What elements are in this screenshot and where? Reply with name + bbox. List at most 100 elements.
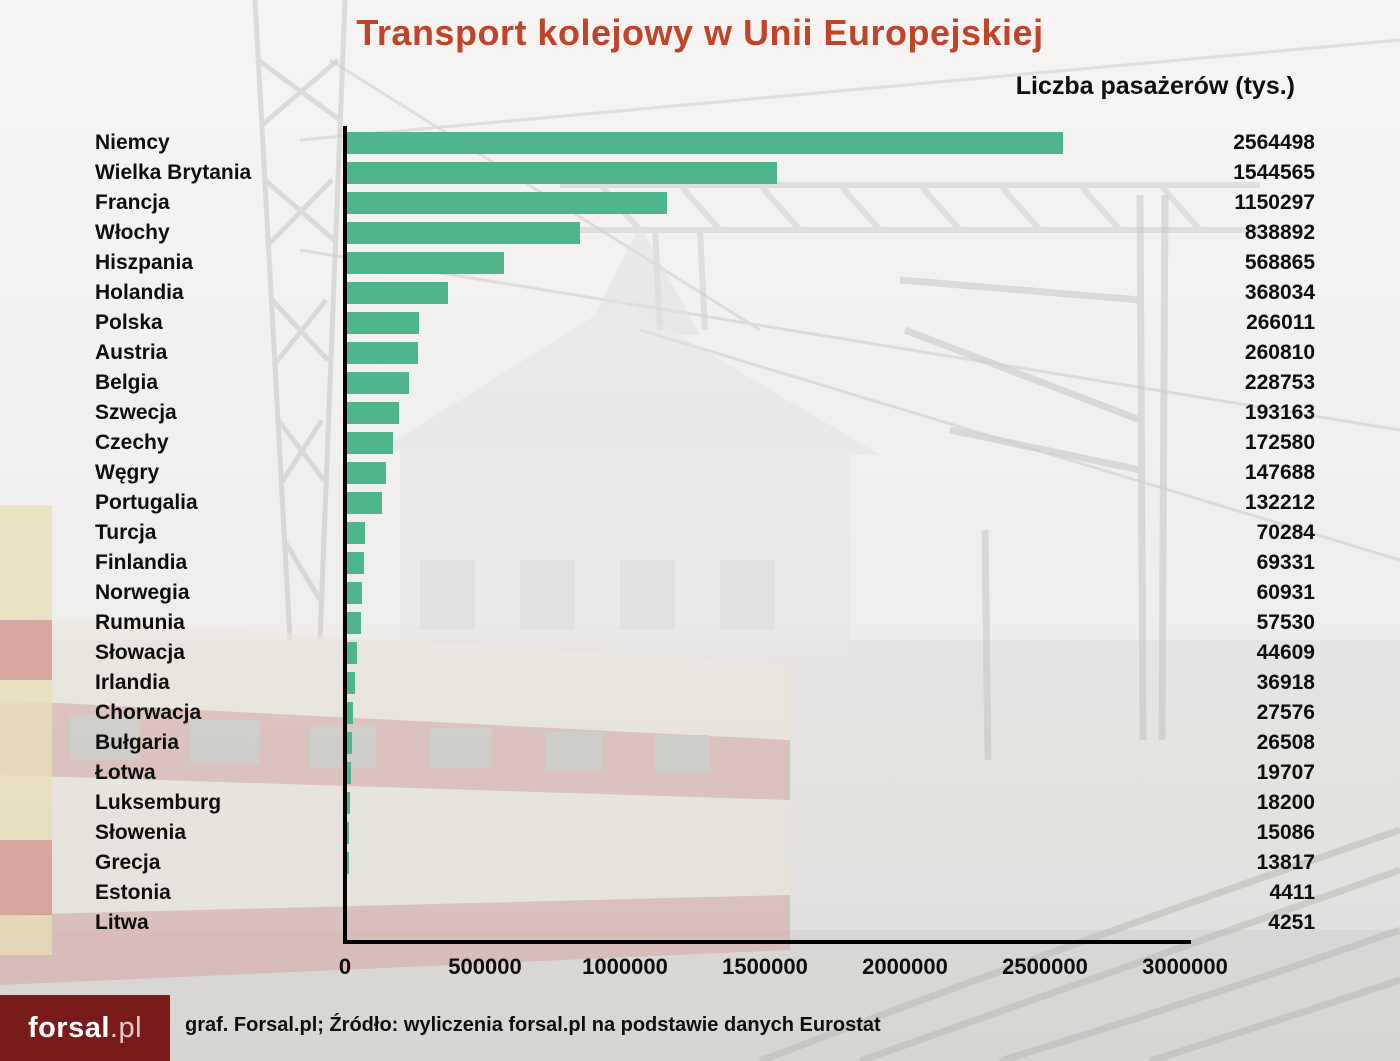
bar (345, 552, 365, 574)
bar (345, 642, 358, 664)
category-label: Rumunia (95, 611, 185, 634)
category-label: Portugalia (95, 491, 198, 514)
x-tick-label: 2500000 (1002, 954, 1088, 979)
y-axis-line (343, 126, 347, 944)
bar (345, 792, 351, 814)
bar (345, 402, 400, 424)
bar (345, 312, 420, 334)
chart-row: Bułgaria 26508 (0, 728, 1400, 758)
category-label: Chorwacja (95, 701, 202, 724)
value-label: 147688 (1244, 461, 1315, 484)
bar-track (345, 732, 1185, 754)
chart-row: Rumunia 57530 (0, 608, 1400, 638)
bar (345, 732, 353, 754)
value-label: 172580 (1244, 431, 1315, 454)
value-label: 1150297 (1234, 191, 1315, 214)
bar-track (345, 432, 1185, 454)
bar-track (345, 552, 1185, 574)
value-label: 4411 (1269, 881, 1315, 904)
chart-rows: Niemcy 2564498 Wielka Brytania 1544565 Franc… (0, 128, 1400, 938)
category-label: Belgia (95, 371, 159, 394)
value-label: 260810 (1244, 341, 1315, 364)
category-label: Słowenia (95, 821, 187, 844)
bar-track (345, 132, 1185, 154)
value-label: 266011 (1246, 311, 1315, 334)
bar (345, 762, 351, 784)
bar-track (345, 762, 1185, 784)
chart-row: Niemcy 2564498 (0, 128, 1400, 158)
bar-track (345, 372, 1185, 394)
x-tick-label: 0 (338, 954, 352, 979)
bar-track (345, 312, 1185, 334)
value-label: 18200 (1256, 791, 1315, 814)
bar (345, 222, 580, 244)
chart-subtitle: Liczba pasażerów (tys.) (1015, 72, 1295, 100)
category-label: Wielka Brytania (95, 161, 252, 184)
category-label: Węgry (95, 461, 160, 484)
chart-row: Francja 1150297 (0, 188, 1400, 218)
bar (345, 702, 353, 724)
x-tick-label: 1000000 (582, 954, 668, 979)
x-tick-label: 500000 (448, 954, 522, 979)
logo-main: f​orsal (27, 1011, 110, 1044)
value-label: 838892 (1244, 221, 1315, 244)
bar-track (345, 852, 1185, 874)
category-label: Turcja (95, 521, 157, 544)
bar (345, 612, 362, 634)
value-label: 132212 (1244, 491, 1315, 514)
bar-track (345, 162, 1185, 184)
bar (345, 672, 356, 694)
bar-track (345, 492, 1185, 514)
category-label: Bułgaria (95, 731, 180, 754)
bar (345, 462, 387, 484)
bar (345, 282, 449, 304)
x-tick-label: 3000000 (1142, 954, 1228, 979)
chart-row: Czechy 172580 (0, 428, 1400, 458)
bar-track (345, 822, 1185, 844)
value-label: 19707 (1256, 761, 1315, 784)
value-label: 1544565 (1233, 161, 1315, 184)
value-label: 57530 (1256, 611, 1315, 634)
value-label: 15086 (1256, 821, 1315, 844)
chart-row: Polska 266011 (0, 308, 1400, 338)
category-label: Finlandia (95, 551, 188, 574)
value-label: 13817 (1256, 851, 1315, 874)
logo-suffix: .pl (109, 1011, 143, 1044)
bar (345, 432, 394, 454)
category-label: Polska (95, 311, 163, 334)
bar-track (345, 642, 1185, 664)
category-label: Irlandia (95, 671, 170, 694)
category-label: Luksemburg (95, 791, 222, 814)
chart-row: Szwecja 193163 (0, 398, 1400, 428)
value-label: 26508 (1256, 731, 1315, 754)
bar-track (345, 912, 1185, 934)
value-label: 2564498 (1233, 131, 1315, 154)
chart-row: Luksemburg 18200 (0, 788, 1400, 818)
bar-track (345, 612, 1185, 634)
category-label: Niemcy (95, 131, 170, 154)
chart-row: Hiszpania 568865 (0, 248, 1400, 278)
bar-track (345, 582, 1185, 604)
chart-row: Węgry 147688 (0, 458, 1400, 488)
chart-row: Chorwacja 27576 (0, 698, 1400, 728)
chart-row: Norwegia 60931 (0, 578, 1400, 608)
chart-row: Holandia 368034 (0, 278, 1400, 308)
bar-track (345, 462, 1185, 484)
value-label: 70284 (1256, 521, 1315, 544)
bar (345, 822, 350, 844)
chart-row: Belgia 228753 (0, 368, 1400, 398)
bar-track (345, 672, 1185, 694)
bar (345, 492, 383, 514)
chart-row: Estonia 4411 (0, 878, 1400, 908)
x-axis-line (343, 940, 1191, 944)
category-label: Estonia (95, 881, 171, 904)
value-label: 69331 (1256, 551, 1315, 574)
chart-row: Wielka Brytania 1544565 (0, 158, 1400, 188)
value-label: 36918 (1256, 671, 1315, 694)
chart-row: Łotwa 19707 (0, 758, 1400, 788)
bar-track (345, 882, 1185, 904)
category-label: Litwa (95, 911, 149, 934)
value-label: 44609 (1256, 641, 1315, 664)
bar (345, 582, 363, 604)
category-label: Łotwa (95, 761, 156, 784)
